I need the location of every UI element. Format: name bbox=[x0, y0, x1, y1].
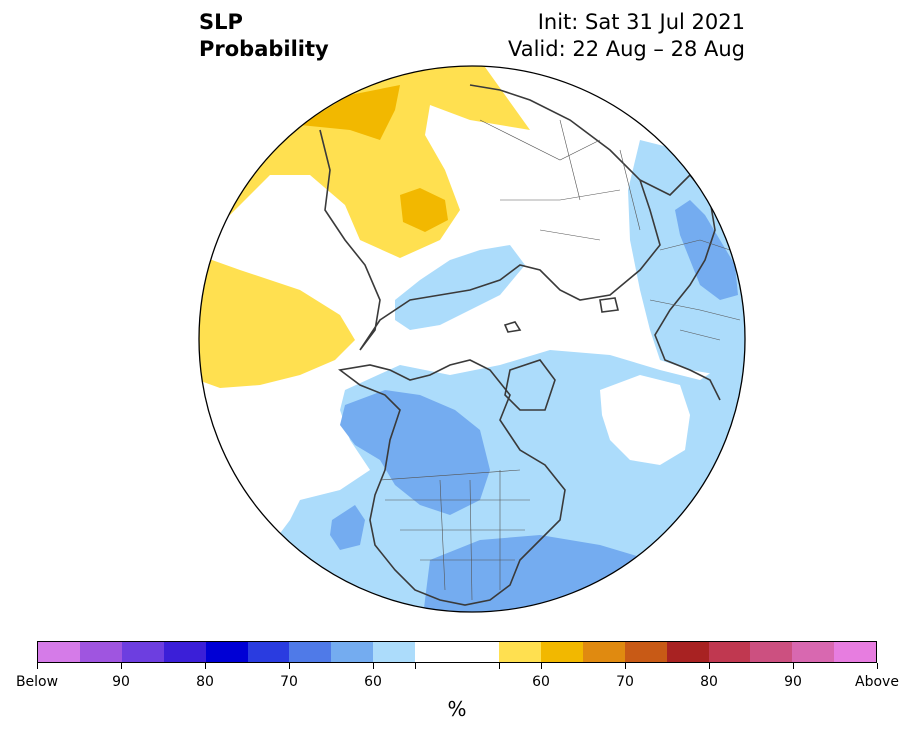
date-info: Init: Sat 31 Jul 2021 Valid: 22 Aug – 28… bbox=[508, 9, 745, 63]
colorbar-segment bbox=[163, 642, 206, 662]
colorbar-tick bbox=[121, 663, 122, 669]
probability-fields bbox=[199, 66, 745, 612]
colorbar-tick-label: 80 bbox=[196, 674, 214, 690]
colorbar-tick bbox=[877, 663, 878, 669]
colorbar bbox=[37, 641, 877, 663]
colorbar-segment bbox=[750, 642, 793, 662]
colorbar-tick bbox=[793, 663, 794, 669]
colorbar-tick-label: Below bbox=[15, 674, 59, 690]
colorbar-tick-label: 90 bbox=[112, 674, 130, 690]
colorbar-tick bbox=[205, 663, 206, 669]
midblue-region-pacific-coast bbox=[330, 505, 365, 550]
colorbar-tick bbox=[499, 663, 500, 669]
title-variable: SLP bbox=[199, 10, 243, 34]
orange-region-siberia bbox=[300, 85, 400, 140]
colorbar-segment bbox=[834, 642, 877, 662]
midblue-region-canada bbox=[340, 390, 490, 515]
coastline-north-america bbox=[338, 359, 566, 606]
colorbar-tick bbox=[373, 663, 374, 669]
colorbar-segment bbox=[792, 642, 835, 662]
lightblue-region-arctic bbox=[395, 245, 525, 330]
colorbar-tick-label: 60 bbox=[364, 674, 382, 690]
colorbar-segment bbox=[624, 642, 667, 662]
white-region-atlantic bbox=[600, 375, 690, 465]
colorbar-tick bbox=[289, 663, 290, 669]
title-subtitle: Probability bbox=[199, 37, 329, 61]
colorbar-tick bbox=[709, 663, 710, 669]
valid-dates: Valid: 22 Aug – 28 Aug bbox=[507, 37, 745, 61]
colorbar-tick-label: 70 bbox=[280, 674, 298, 690]
colorbar-tick bbox=[37, 663, 38, 669]
colorbar-segment bbox=[79, 642, 122, 662]
colorbar-segment bbox=[582, 642, 625, 662]
colorbar-segment bbox=[666, 642, 709, 662]
colorbar-tick-label: 80 bbox=[700, 674, 718, 690]
orange-region-baikal bbox=[400, 188, 448, 232]
colorbar-segment bbox=[373, 642, 416, 662]
map-title: SLP Probability bbox=[199, 9, 329, 63]
colorbar-segment bbox=[708, 642, 751, 662]
colorbar-tick bbox=[415, 663, 416, 669]
political-borders bbox=[379, 119, 741, 601]
colorbar-unit: % bbox=[447, 697, 467, 721]
coastline-greenland bbox=[504, 359, 556, 411]
colorbar-tick-label: 90 bbox=[784, 674, 802, 690]
colorbar-tick bbox=[541, 663, 542, 669]
polar-map bbox=[198, 65, 746, 613]
colorbar-segment bbox=[247, 642, 290, 662]
colorbar-tick-label: 60 bbox=[532, 674, 550, 690]
colorbar-segment bbox=[540, 642, 583, 662]
coastline-islands bbox=[503, 297, 619, 333]
colorbar-segment bbox=[498, 642, 541, 662]
colorbar-segment bbox=[38, 642, 80, 662]
colorbar-tick-label: Above bbox=[855, 674, 899, 690]
yellow-region-pacific bbox=[199, 255, 355, 388]
colorbar-tick-label: 70 bbox=[616, 674, 634, 690]
colorbar-segment bbox=[289, 642, 332, 662]
colorbar-segment bbox=[331, 642, 374, 662]
globe-outline bbox=[198, 65, 746, 613]
colorbar-segment bbox=[457, 642, 499, 662]
init-date: Init: Sat 31 Jul 2021 bbox=[537, 10, 745, 34]
colorbar-segment bbox=[205, 642, 248, 662]
colorbar-segment bbox=[415, 642, 458, 662]
coastline-asia bbox=[319, 84, 661, 351]
colorbar-segment bbox=[121, 642, 164, 662]
midblue-region-scandinavia bbox=[675, 200, 738, 300]
colorbar-tick bbox=[625, 663, 626, 669]
